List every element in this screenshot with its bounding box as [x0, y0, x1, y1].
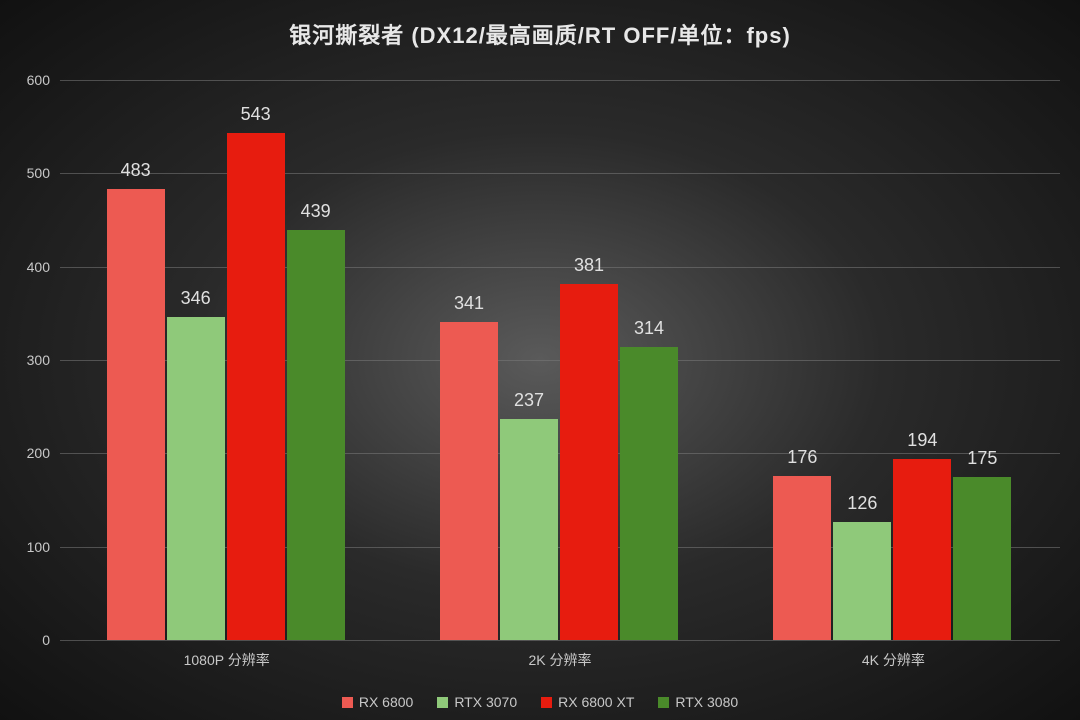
chart-title: 银河撕裂者 (DX12/最高画质/RT OFF/单位：fps): [0, 18, 1080, 50]
bar: 381: [560, 284, 618, 640]
bar-value-label: 126: [847, 493, 877, 514]
bar-value-label: 341: [454, 293, 484, 314]
bar-value-label: 439: [301, 201, 331, 222]
y-tick: 400: [27, 259, 50, 275]
x-category-label: 4K 分辨率: [862, 650, 925, 670]
legend-label: RTX 3070: [454, 694, 517, 710]
bar: 543: [227, 133, 285, 640]
bar: 126: [833, 522, 891, 640]
bar-value-label: 176: [787, 447, 817, 468]
legend-label: RX 6800: [359, 694, 413, 710]
legend-item: RX 6800 XT: [541, 694, 634, 710]
bar: 483: [107, 189, 165, 640]
gridline: [60, 173, 1060, 174]
bar: 194: [893, 459, 951, 640]
legend-swatch: [437, 697, 448, 708]
legend-item: RTX 3070: [437, 694, 517, 710]
x-category-label: 2K 分辨率: [528, 650, 591, 670]
y-tick: 500: [27, 165, 50, 181]
legend-item: RTX 3080: [658, 694, 738, 710]
legend-label: RX 6800 XT: [558, 694, 634, 710]
bar: 439: [287, 230, 345, 640]
bar-value-label: 346: [181, 288, 211, 309]
y-tick: 600: [27, 72, 50, 88]
y-tick: 200: [27, 445, 50, 461]
bar-value-label: 543: [241, 104, 271, 125]
x-category-label: 1080P 分辨率: [184, 650, 270, 670]
bar: 341: [440, 322, 498, 640]
legend-swatch: [658, 697, 669, 708]
bar-value-label: 237: [514, 390, 544, 411]
bar: 346: [167, 317, 225, 640]
bar-value-label: 314: [634, 318, 664, 339]
bar-value-label: 381: [574, 255, 604, 276]
legend-item: RX 6800: [342, 694, 413, 710]
plot-area: 01002003004005006001080P 分辨率483346543439…: [60, 80, 1060, 640]
legend-swatch: [342, 697, 353, 708]
y-tick: 0: [42, 632, 50, 648]
bar: 176: [773, 476, 831, 640]
legend-swatch: [541, 697, 552, 708]
legend-label: RTX 3080: [675, 694, 738, 710]
gridline: [60, 640, 1060, 641]
legend: RX 6800 RTX 3070 RX 6800 XT RTX 3080: [0, 694, 1080, 710]
gridline: [60, 80, 1060, 81]
bar-chart: 银河撕裂者 (DX12/最高画质/RT OFF/单位：fps) 01002003…: [0, 0, 1080, 720]
bar: 314: [620, 347, 678, 640]
gridline: [60, 267, 1060, 268]
bar: 175: [953, 477, 1011, 640]
y-tick: 100: [27, 539, 50, 555]
bar-value-label: 483: [121, 160, 151, 181]
bar: 237: [500, 419, 558, 640]
y-tick: 300: [27, 352, 50, 368]
bar-value-label: 194: [907, 430, 937, 451]
bar-value-label: 175: [967, 448, 997, 469]
